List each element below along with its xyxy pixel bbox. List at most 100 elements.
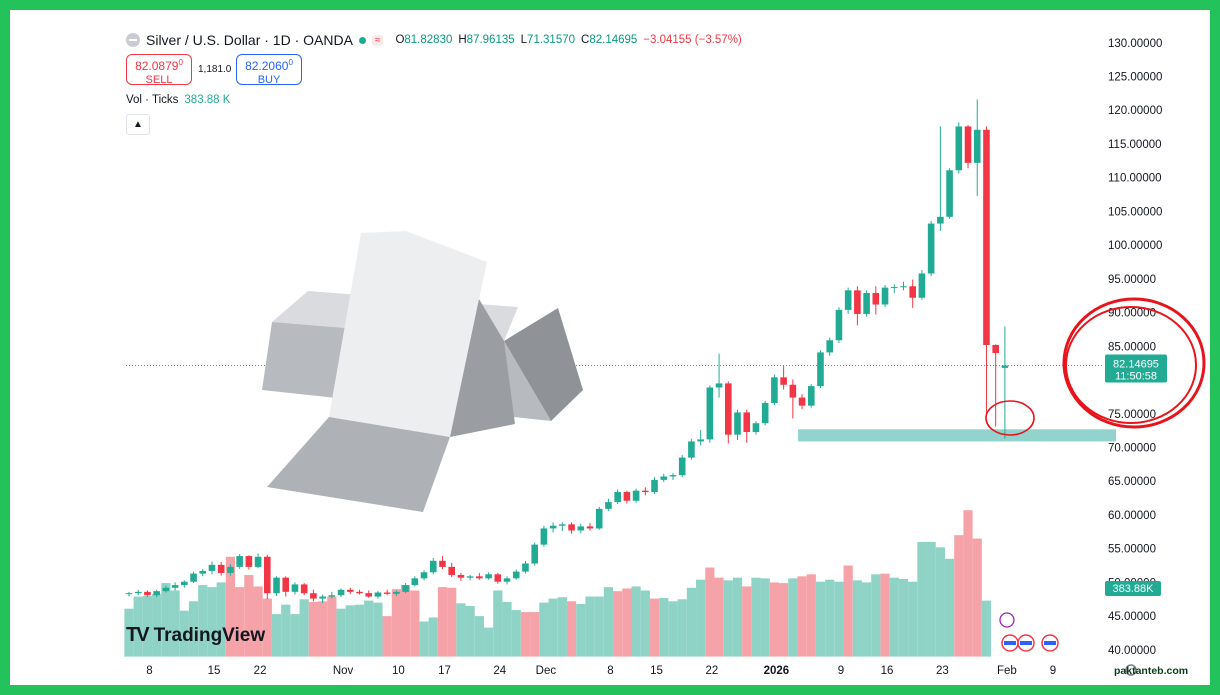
candle-body [660, 476, 668, 480]
candle [494, 572, 502, 584]
open-value: O81.82830 [395, 34, 453, 46]
candle-body [300, 584, 308, 594]
candle [273, 576, 280, 596]
volume-bar [354, 604, 365, 657]
time-axis-label: 10 [392, 665, 405, 677]
volume-bar [723, 580, 733, 657]
candle-body [807, 386, 815, 406]
candle-body [835, 309, 843, 341]
candle [688, 438, 695, 460]
candle [900, 281, 907, 291]
candle-body [356, 591, 363, 594]
candle-body [227, 566, 234, 573]
candle [254, 553, 262, 569]
candle [439, 556, 446, 569]
candle-body [457, 574, 465, 578]
candle-body [577, 526, 585, 531]
volume-bar [576, 603, 586, 657]
volume-bar [161, 583, 171, 657]
support-zone [798, 429, 1116, 442]
candle [393, 590, 400, 596]
candle-body [983, 129, 990, 345]
volume-bar [640, 590, 650, 657]
candle [411, 576, 419, 587]
candle-body [937, 216, 944, 224]
volume-bar [401, 585, 411, 657]
candle-body [448, 566, 455, 575]
candle [199, 568, 207, 577]
candle-body [955, 126, 963, 171]
candle [807, 384, 815, 408]
candle-body [264, 556, 271, 594]
candle [190, 571, 197, 584]
candle [374, 591, 382, 599]
volume-bar [649, 598, 660, 657]
volume-bar [677, 599, 687, 657]
candle-body [715, 383, 723, 388]
tradingview-mark-icon: TV [126, 624, 150, 646]
sell-button[interactable]: 82.08790 SELL [126, 54, 192, 86]
symbol-title[interactable]: Silver / U.S. Dollar · 1D · OANDA [146, 32, 353, 48]
price-chart[interactable]: 130.00000 125.00000 120.00000 115.00000 110.… [10, 10, 1210, 685]
symbol-header[interactable]: Silver / U.S. Dollar · 1D · OANDA ≈ O81.… [126, 31, 742, 49]
tradingview-wordmark: TradingView [153, 624, 266, 646]
volume-bar [253, 586, 263, 657]
candle [402, 583, 409, 594]
candle [125, 591, 133, 597]
candle [153, 589, 160, 598]
candle-body [632, 490, 640, 501]
candle [780, 365, 787, 390]
volume-bar [364, 600, 374, 657]
volume-bar [862, 582, 872, 657]
candle [725, 381, 732, 444]
volume-bar [908, 581, 918, 657]
buy-price: 82.2060 [245, 59, 289, 73]
volume-bar [815, 581, 826, 657]
volume-bar [613, 591, 623, 657]
volume-bar [585, 596, 595, 657]
candle [457, 572, 465, 582]
volume-bar [917, 541, 927, 657]
volume-indicator-legend[interactable]: Vol · Ticks 383.88 K [126, 94, 230, 106]
volume-bar [742, 586, 752, 657]
annotation-circle [1062, 297, 1206, 429]
collapse-legend-button[interactable]: ▲ [126, 114, 150, 135]
back-bar-side [504, 308, 583, 421]
candle [227, 564, 234, 576]
candle [171, 582, 179, 591]
candle [918, 270, 926, 300]
candle [365, 590, 373, 598]
buy-button[interactable]: 82.20600 BUY [236, 54, 302, 86]
change-value: −3.04155 (−3.57%) [643, 34, 742, 46]
price-axis-label: 45.00000 [1108, 611, 1156, 623]
volume-bar [751, 577, 761, 657]
volume-bar [225, 556, 236, 657]
candle-body [614, 492, 621, 503]
price-axis-label: 65.00000 [1108, 476, 1156, 488]
candle [568, 522, 575, 534]
candle [946, 168, 953, 219]
volume-bar [889, 577, 899, 657]
candle-body [374, 592, 382, 597]
volume-bar [483, 627, 494, 657]
candle-body [402, 585, 409, 592]
candle [144, 590, 151, 597]
sell-label: SELL [145, 74, 173, 86]
candle-body [383, 592, 391, 594]
candle [540, 525, 548, 547]
candle [752, 421, 760, 435]
volume-bar [124, 608, 134, 657]
symbol-logo-icon [126, 33, 140, 47]
price-axis-label: 95.00000 [1108, 274, 1156, 286]
volume-bar [963, 510, 973, 657]
volume-bar [428, 617, 438, 657]
candle-body [752, 423, 760, 432]
tradingview-logo[interactable]: TV TradingView [126, 624, 265, 647]
candle [678, 454, 686, 478]
volume-indicator-label: Vol · Ticks [126, 94, 179, 106]
volume-bar [944, 558, 955, 657]
flag-stripe-icon [1020, 641, 1032, 645]
volume-bar [216, 582, 226, 657]
candle-body [531, 544, 538, 564]
candle [660, 473, 668, 482]
